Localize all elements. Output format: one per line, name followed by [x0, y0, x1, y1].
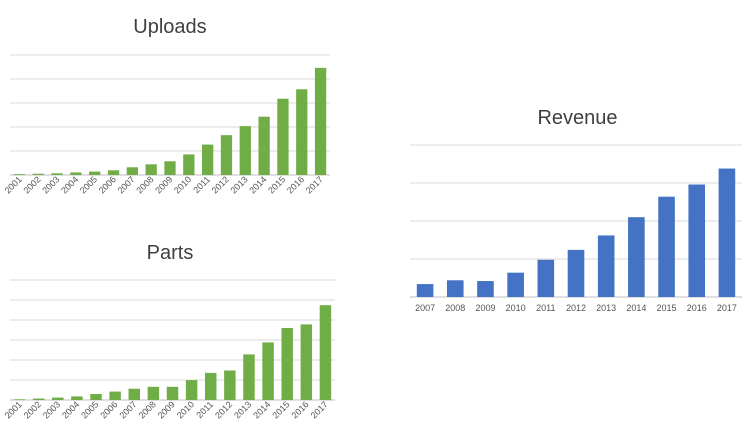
- x-tick-label: 2001: [3, 174, 24, 195]
- x-tick-label: 2011: [191, 174, 212, 195]
- x-tick-label: 2003: [41, 399, 62, 420]
- x-tick-label: 2004: [60, 399, 81, 420]
- bar-2009: [477, 281, 494, 297]
- chart-title: Revenue: [537, 107, 618, 129]
- x-tick-label: 2001: [3, 399, 24, 420]
- bar-2016: [688, 184, 706, 297]
- x-tick-label: 2003: [40, 174, 61, 195]
- x-tick-label: 2009: [153, 174, 174, 195]
- bar-2005: [90, 394, 102, 400]
- bar-2017: [319, 305, 332, 400]
- bar-2014: [262, 342, 274, 400]
- x-tick-label: 2013: [228, 174, 249, 195]
- bar-2005: [89, 171, 101, 175]
- x-tick-label: 2006: [98, 399, 119, 420]
- bar-2014: [258, 116, 270, 175]
- bar-2011: [202, 144, 214, 175]
- bar-2009: [164, 161, 176, 175]
- bar-2017: [718, 168, 736, 297]
- bar-2010: [185, 380, 198, 400]
- x-tick-label: 2016: [687, 303, 707, 313]
- bar-2012: [224, 370, 236, 400]
- bar-2007: [126, 167, 138, 175]
- bar-2010: [183, 154, 195, 175]
- x-tick-label: 2013: [232, 399, 253, 420]
- x-tick-label: 2009: [156, 399, 177, 420]
- uploads-plot: 2001200220032004200520062007200820092010…: [3, 54, 330, 196]
- bar-2015: [277, 98, 289, 175]
- x-tick-label: 2009: [475, 303, 495, 313]
- x-tick-label: 2010: [172, 174, 193, 195]
- bar-2004: [71, 396, 83, 400]
- bar-2006: [109, 391, 121, 400]
- x-tick-label: 2014: [247, 174, 268, 195]
- bar-2008: [446, 280, 464, 297]
- bar-2002: [32, 398, 45, 400]
- x-tick-label: 2016: [285, 174, 306, 195]
- parts-plot: 2001200220032004200520062007200820092010…: [3, 279, 335, 421]
- bar-2007: [416, 284, 434, 297]
- x-tick-label: 2017: [304, 174, 325, 195]
- bar-2011: [537, 259, 555, 297]
- bar-2012: [220, 135, 233, 175]
- x-tick-label: 2015: [266, 174, 287, 195]
- bar-2013: [597, 235, 615, 297]
- bar-2016: [296, 89, 308, 175]
- chart-title: Uploads: [133, 16, 207, 38]
- x-tick-label: 2016: [290, 399, 311, 420]
- x-tick-label: 2002: [21, 174, 42, 195]
- x-tick-label: 2002: [22, 399, 43, 420]
- x-tick-label: 2015: [270, 399, 291, 420]
- bar-2011: [205, 372, 217, 400]
- x-tick-label: 2014: [251, 399, 272, 420]
- x-tick-label: 2010: [506, 303, 526, 313]
- bar-2015: [281, 328, 293, 400]
- x-tick-label: 2013: [596, 303, 616, 313]
- x-tick-label: 2012: [566, 303, 586, 313]
- x-tick-label: 2014: [626, 303, 646, 313]
- revenue-plot: 2007 2008 2009 2010 2011 2012 2013 2014 2015 2016…: [410, 144, 742, 313]
- x-tick-label: 2017: [717, 303, 737, 313]
- bar-2013: [243, 354, 255, 400]
- bar-2001: [13, 174, 26, 175]
- x-tick-label: 2006: [97, 174, 118, 195]
- x-tick-label: 2017: [309, 399, 330, 420]
- x-tick-label: 2008: [445, 303, 465, 313]
- bar-2001: [13, 399, 26, 400]
- uploads-chart: Uploads 2001 2002 2003 2004 2005 2006 2007 2008…: [0, 0, 340, 215]
- chart-title: Parts: [146, 242, 194, 264]
- bar-2014: [628, 217, 645, 297]
- bar-2002: [32, 173, 44, 175]
- x-tick-label: 2005: [78, 174, 99, 195]
- revenue-chart: Revenue 2007 2008 2009 2010 2011 2012 2013 2014…: [405, 95, 750, 325]
- bar-2013: [239, 126, 251, 175]
- x-tick-label: 2008: [137, 399, 158, 420]
- bar-2010: [507, 272, 524, 297]
- bar-2004: [70, 172, 82, 175]
- bar-2008: [147, 386, 160, 400]
- x-tick-label: 2005: [79, 399, 100, 420]
- x-tick-label: 2012: [213, 399, 234, 420]
- bar-2006: [107, 170, 120, 175]
- x-tick-label: 2012: [210, 174, 231, 195]
- x-tick-label: 2010: [175, 399, 196, 420]
- bar-2016: [300, 324, 313, 400]
- x-tick-label: 2007: [415, 303, 435, 313]
- bar-2015: [658, 196, 675, 297]
- x-tick-label: 2011: [536, 303, 555, 313]
- x-tick-label: 2015: [657, 303, 677, 313]
- x-tick-label: 2008: [134, 174, 155, 195]
- x-tick-label: 2007: [117, 399, 138, 420]
- x-tick-label: 2004: [59, 174, 80, 195]
- bar-2012: [567, 249, 585, 297]
- x-tick-label: 2011: [194, 399, 215, 420]
- bar-2017: [314, 67, 327, 175]
- bar-2008: [145, 164, 157, 175]
- bar-2009: [166, 386, 179, 400]
- x-tick-label: 2007: [116, 174, 137, 195]
- bar-2007: [128, 388, 140, 400]
- bar-2003: [52, 397, 64, 400]
- parts-chart: Parts 2001 2002 2003 2004 2005 2006 2007 2008 20…: [0, 230, 340, 438]
- bar-2003: [51, 173, 63, 175]
